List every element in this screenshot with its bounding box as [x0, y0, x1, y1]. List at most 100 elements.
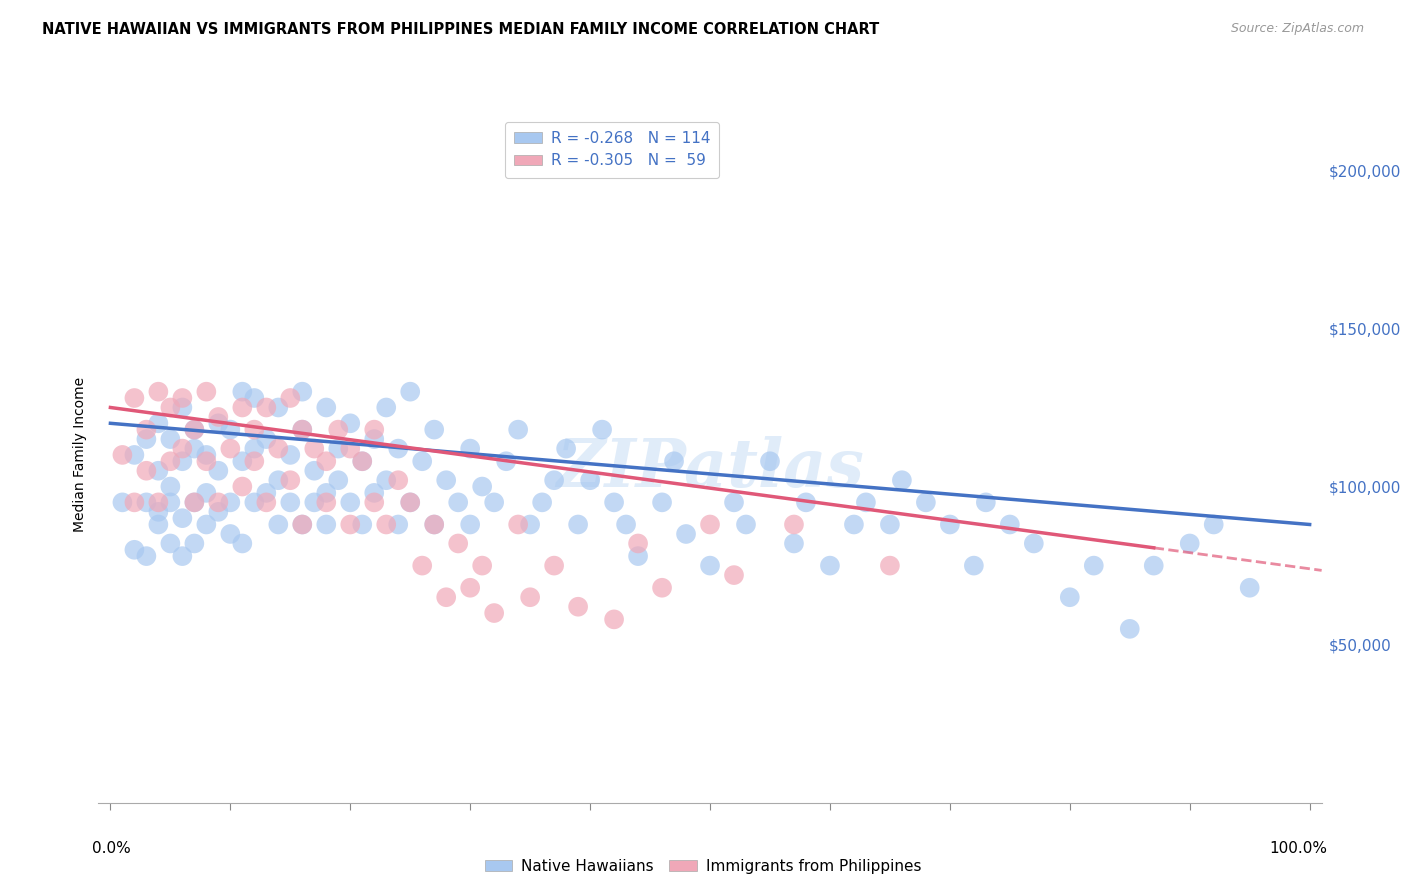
Point — [363, 486, 385, 500]
Point — [195, 517, 218, 532]
Point — [278, 473, 301, 487]
Point — [111, 495, 134, 509]
Point — [675, 527, 697, 541]
Point — [172, 549, 194, 563]
Legend: R = -0.268   N = 114, R = -0.305   N =  59: R = -0.268 N = 114, R = -0.305 N = 59 — [505, 121, 720, 178]
Point — [207, 464, 229, 478]
Point — [159, 401, 181, 415]
Point — [447, 536, 470, 550]
Point — [267, 473, 290, 487]
Point — [278, 495, 301, 509]
Point — [699, 558, 721, 573]
Point — [291, 423, 314, 437]
Point — [219, 495, 242, 509]
Point — [148, 384, 170, 399]
Point — [291, 517, 314, 532]
Point — [1119, 622, 1142, 636]
Point — [291, 517, 314, 532]
Point — [411, 558, 433, 573]
Point — [243, 442, 266, 456]
Point — [291, 384, 314, 399]
Point — [662, 454, 685, 468]
Point — [183, 442, 205, 456]
Point — [998, 517, 1021, 532]
Point — [434, 473, 457, 487]
Point — [315, 495, 337, 509]
Point — [315, 454, 337, 468]
Point — [231, 401, 253, 415]
Point — [315, 486, 337, 500]
Point — [651, 495, 673, 509]
Point — [243, 391, 266, 405]
Point — [471, 479, 494, 493]
Point — [591, 423, 613, 437]
Point — [339, 495, 361, 509]
Point — [411, 454, 433, 468]
Point — [375, 401, 398, 415]
Point — [974, 495, 997, 509]
Point — [339, 417, 361, 431]
Point — [447, 495, 470, 509]
Point — [339, 517, 361, 532]
Point — [231, 536, 253, 550]
Point — [207, 505, 229, 519]
Point — [172, 454, 194, 468]
Point — [818, 558, 841, 573]
Point — [363, 432, 385, 446]
Point — [159, 536, 181, 550]
Point — [304, 442, 326, 456]
Point — [135, 549, 157, 563]
Point — [387, 442, 409, 456]
Point — [291, 423, 314, 437]
Point — [352, 454, 374, 468]
Point — [267, 401, 290, 415]
Point — [915, 495, 938, 509]
Point — [579, 473, 602, 487]
Point — [423, 517, 446, 532]
Point — [1178, 536, 1201, 550]
Point — [159, 479, 181, 493]
Point — [172, 442, 194, 456]
Point — [254, 495, 277, 509]
Point — [124, 391, 146, 405]
Point — [267, 442, 290, 456]
Point — [352, 454, 374, 468]
Point — [135, 464, 157, 478]
Point — [627, 549, 650, 563]
Point — [243, 423, 266, 437]
Point — [278, 391, 301, 405]
Point — [879, 558, 901, 573]
Point — [231, 384, 253, 399]
Point — [1022, 536, 1045, 550]
Y-axis label: Median Family Income: Median Family Income — [73, 377, 87, 533]
Point — [387, 473, 409, 487]
Point — [243, 495, 266, 509]
Point — [183, 495, 205, 509]
Point — [543, 558, 565, 573]
Point — [363, 495, 385, 509]
Point — [614, 517, 637, 532]
Point — [890, 473, 912, 487]
Point — [1143, 558, 1166, 573]
Point — [339, 442, 361, 456]
Point — [879, 517, 901, 532]
Point — [387, 517, 409, 532]
Point — [148, 495, 170, 509]
Point — [328, 423, 350, 437]
Point — [1239, 581, 1261, 595]
Point — [315, 401, 337, 415]
Point — [243, 454, 266, 468]
Point — [375, 517, 398, 532]
Point — [304, 495, 326, 509]
Point — [207, 495, 229, 509]
Point — [783, 536, 806, 550]
Point — [183, 423, 205, 437]
Point — [254, 401, 277, 415]
Point — [172, 391, 194, 405]
Point — [519, 517, 541, 532]
Point — [111, 448, 134, 462]
Legend: Native Hawaiians, Immigrants from Philippines: Native Hawaiians, Immigrants from Philip… — [478, 853, 928, 880]
Point — [172, 511, 194, 525]
Point — [148, 417, 170, 431]
Point — [254, 486, 277, 500]
